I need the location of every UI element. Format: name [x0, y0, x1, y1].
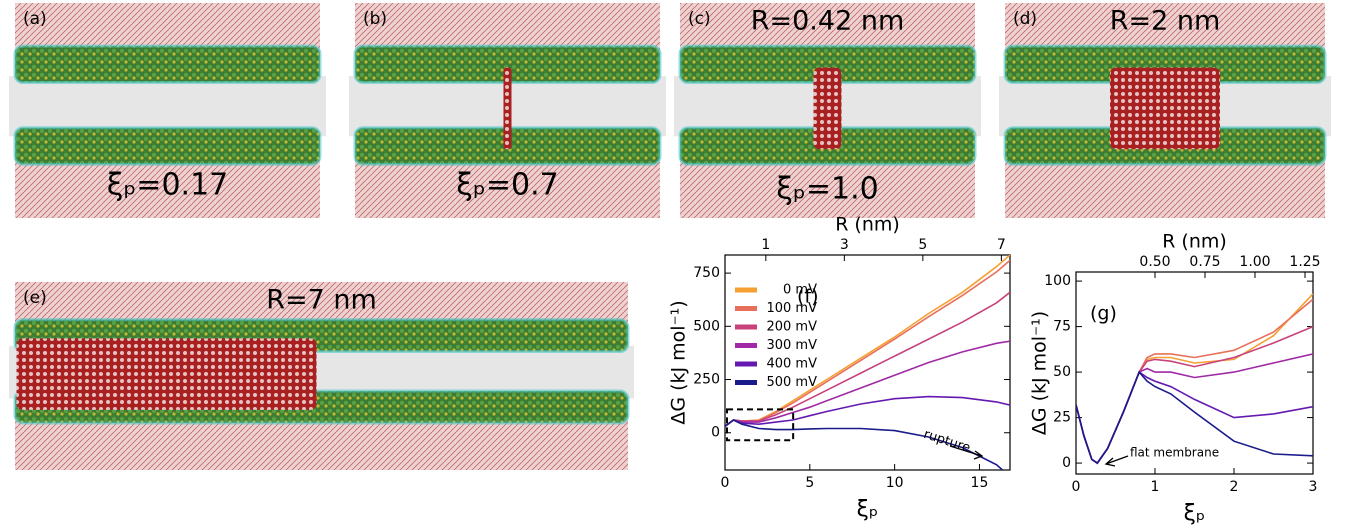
panel-label: (g)	[1090, 303, 1117, 325]
x2-tick-label: 0.50	[1139, 254, 1170, 270]
panel-label: (c)	[688, 9, 711, 29]
x-tick-label: 5	[805, 475, 814, 491]
legend-label: 100 mV	[766, 301, 817, 316]
y-tick-label: 750	[693, 265, 720, 281]
water-pore	[1110, 68, 1220, 150]
y-axis-label: ΔG (kJ mol⁻¹)	[1029, 311, 1051, 435]
x2-tick-label: 7	[997, 237, 1006, 253]
panel-caption: ξₚ=0.17	[107, 168, 229, 203]
x-tick-label: 10	[886, 475, 904, 491]
panel-label: (d)	[1013, 9, 1037, 29]
y-tick-label: 0	[711, 425, 720, 441]
water-pore	[814, 68, 842, 150]
y-tick-label: 25	[1053, 410, 1071, 426]
panel-title: R=0.42 nm	[751, 6, 905, 37]
x2-tick-label: 1.25	[1289, 254, 1320, 270]
x-tick-label: 0	[1072, 479, 1081, 495]
y-tick-label: 50	[1053, 364, 1071, 380]
x2-tick-label: 5	[918, 237, 927, 253]
lipid-headgroups	[15, 128, 320, 165]
x2-axis-label: R (nm)	[1162, 231, 1227, 253]
panel-caption: ξₚ=0.7	[456, 168, 558, 203]
x2-tick-label: 0.75	[1189, 254, 1220, 270]
x-tick-label: 3	[1309, 479, 1318, 495]
y-tick-label: 250	[693, 372, 720, 388]
x2-axis-label: R (nm)	[835, 214, 900, 236]
panel-label: (a)	[23, 9, 47, 29]
panel-caption: ξₚ=1.0	[776, 172, 878, 207]
legend-label: 500 mV	[766, 375, 817, 390]
legend-label: 0 mV	[783, 283, 817, 298]
water-pore	[504, 68, 512, 150]
panel-label: (b)	[363, 9, 387, 29]
annotation: rupture	[922, 427, 973, 456]
panel-label: (e)	[23, 288, 47, 308]
y-tick-label: 500	[693, 318, 720, 334]
x-tick-label: 2	[1230, 479, 1239, 495]
annotation-arrow	[1106, 456, 1128, 466]
x2-tick-label: 1	[761, 237, 770, 253]
x-axis-label: ξₚ	[1184, 501, 1206, 526]
panel-title: R=2 nm	[1110, 6, 1221, 37]
y-tick-label: 100	[1044, 273, 1071, 289]
x-tick-label: 1	[1151, 479, 1160, 495]
legend-label: 400 mV	[766, 357, 817, 372]
x-tick-label: 15	[971, 475, 989, 491]
series-line	[725, 397, 1010, 427]
y-tick-label: 75	[1053, 319, 1071, 335]
y-tick-label: 0	[1062, 455, 1071, 471]
panel-title: R=7 nm	[266, 285, 377, 316]
water-pore	[17, 338, 317, 409]
series-line	[1076, 327, 1313, 464]
x-tick-label: 0	[721, 475, 730, 491]
x-axis-label: ξₚ	[857, 497, 879, 522]
legend-label: 200 mV	[766, 320, 817, 335]
x2-tick-label: 1.00	[1239, 254, 1270, 270]
x2-tick-label: 3	[840, 237, 849, 253]
y-axis-label: ΔG (kJ mol⁻¹)	[668, 300, 690, 424]
annotation: flat membrane	[1130, 446, 1219, 460]
lipid-headgroups	[15, 46, 320, 83]
figure: (a) ξₚ=0.17 (b) ξₚ=0.7 (c) R=0.42 nm ξₚ=1.0 (d)…	[0, 0, 1346, 529]
legend-label: 300 mV	[766, 338, 817, 353]
